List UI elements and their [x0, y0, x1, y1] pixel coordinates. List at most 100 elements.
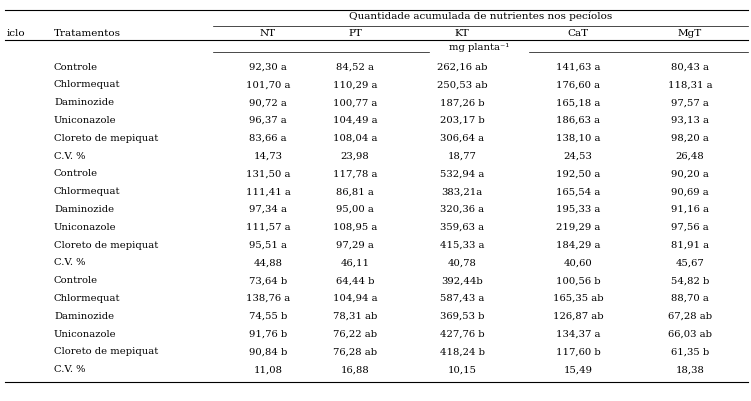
- Text: Cloreto de mepiquat: Cloreto de mepiquat: [54, 241, 158, 249]
- Text: 76,28 ab: 76,28 ab: [333, 347, 377, 356]
- Text: NT: NT: [260, 28, 276, 38]
- Text: 97,34 a: 97,34 a: [249, 205, 287, 214]
- Text: Uniconazole: Uniconazole: [54, 330, 116, 338]
- Text: 186,63 a: 186,63 a: [556, 116, 600, 125]
- Text: 97,56 a: 97,56 a: [671, 223, 709, 232]
- Text: 359,63 a: 359,63 a: [440, 223, 484, 232]
- Text: 108,04 a: 108,04 a: [333, 134, 377, 143]
- Text: Chlormequat: Chlormequat: [54, 294, 120, 303]
- Text: 88,70 a: 88,70 a: [671, 294, 709, 303]
- Text: 131,50 a: 131,50 a: [246, 169, 290, 178]
- Text: PT: PT: [348, 28, 362, 38]
- Text: 18,38: 18,38: [676, 365, 704, 374]
- Text: 306,64 a: 306,64 a: [440, 134, 484, 143]
- Text: 46,11: 46,11: [340, 258, 369, 267]
- Text: MgT: MgT: [678, 28, 702, 38]
- Text: 90,20 a: 90,20 a: [671, 169, 709, 178]
- Text: 83,66 a: 83,66 a: [249, 134, 287, 143]
- Text: 80,43 a: 80,43 a: [671, 63, 709, 72]
- Text: 195,33 a: 195,33 a: [556, 205, 600, 214]
- Text: Uniconazole: Uniconazole: [54, 223, 116, 232]
- Text: 81,91 a: 81,91 a: [671, 241, 709, 249]
- Text: 74,55 b: 74,55 b: [249, 312, 287, 321]
- Text: 90,84 b: 90,84 b: [249, 347, 287, 356]
- Text: 262,16 ab: 262,16 ab: [437, 63, 487, 72]
- Text: Controle: Controle: [54, 169, 98, 178]
- Text: 45,67: 45,67: [676, 258, 704, 267]
- Text: Tratamentos: Tratamentos: [54, 28, 121, 38]
- Text: 117,60 b: 117,60 b: [556, 347, 600, 356]
- Text: 415,33 a: 415,33 a: [440, 241, 484, 249]
- Text: Daminozide: Daminozide: [54, 98, 114, 107]
- Text: 73,64 b: 73,64 b: [249, 276, 287, 285]
- Text: Cloreto de mepiquat: Cloreto de mepiquat: [54, 347, 158, 356]
- Text: 138,10 a: 138,10 a: [556, 134, 600, 143]
- Text: 98,20 a: 98,20 a: [671, 134, 709, 143]
- Text: 117,78 a: 117,78 a: [333, 169, 377, 178]
- Text: 104,49 a: 104,49 a: [333, 116, 377, 125]
- Text: 23,98: 23,98: [341, 152, 369, 161]
- Text: 118,31 a: 118,31 a: [668, 81, 712, 89]
- Text: Controle: Controle: [54, 276, 98, 285]
- Text: 320,36 a: 320,36 a: [440, 205, 484, 214]
- Text: 92,30 a: 92,30 a: [249, 63, 287, 72]
- Text: 96,37 a: 96,37 a: [249, 116, 287, 125]
- Text: 66,03 ab: 66,03 ab: [668, 330, 712, 338]
- Text: 532,94 a: 532,94 a: [440, 169, 484, 178]
- Text: 108,95 a: 108,95 a: [333, 223, 377, 232]
- Text: 78,31 ab: 78,31 ab: [333, 312, 377, 321]
- Text: C.V. %: C.V. %: [54, 258, 86, 267]
- Text: 67,28 ab: 67,28 ab: [668, 312, 712, 321]
- Text: 111,41 a: 111,41 a: [246, 187, 291, 196]
- Text: 90,72 a: 90,72 a: [249, 98, 287, 107]
- Text: Chlormequat: Chlormequat: [54, 187, 120, 196]
- Text: 97,57 a: 97,57 a: [671, 98, 709, 107]
- Text: 110,29 a: 110,29 a: [333, 81, 377, 89]
- Text: 203,17 b: 203,17 b: [439, 116, 484, 125]
- Text: 587,43 a: 587,43 a: [440, 294, 484, 303]
- Text: 104,94 a: 104,94 a: [333, 294, 377, 303]
- Text: 219,29 a: 219,29 a: [556, 223, 600, 232]
- Text: 44,88: 44,88: [254, 258, 282, 267]
- Text: Quantidade acumulada de nutrientes nos pecíolos: Quantidade acumulada de nutrientes nos p…: [349, 11, 612, 21]
- Text: 97,29 a: 97,29 a: [336, 241, 374, 249]
- Text: 18,77: 18,77: [448, 152, 476, 161]
- Text: 54,82 b: 54,82 b: [671, 276, 709, 285]
- Text: 76,22 ab: 76,22 ab: [333, 330, 377, 338]
- Text: 26,48: 26,48: [676, 152, 704, 161]
- Text: 383,21a: 383,21a: [442, 187, 483, 196]
- Text: 10,15: 10,15: [448, 365, 476, 374]
- Text: 64,44 b: 64,44 b: [336, 276, 374, 285]
- Text: 100,56 b: 100,56 b: [556, 276, 600, 285]
- Text: C.V. %: C.V. %: [54, 365, 86, 374]
- Text: 95,00 a: 95,00 a: [336, 205, 374, 214]
- Text: C.V. %: C.V. %: [54, 152, 86, 161]
- Text: 165,35 ab: 165,35 ab: [553, 294, 603, 303]
- Text: 84,52 a: 84,52 a: [336, 63, 374, 72]
- Text: 369,53 b: 369,53 b: [440, 312, 484, 321]
- Text: 418,24 b: 418,24 b: [439, 347, 484, 356]
- Text: mg planta⁻¹: mg planta⁻¹: [449, 43, 509, 53]
- Text: 134,37 a: 134,37 a: [556, 330, 600, 338]
- Text: 126,87 ab: 126,87 ab: [553, 312, 603, 321]
- Text: 93,13 a: 93,13 a: [671, 116, 709, 125]
- Text: 250,53 ab: 250,53 ab: [436, 81, 487, 89]
- Text: 176,60 a: 176,60 a: [556, 81, 600, 89]
- Text: KT: KT: [454, 28, 469, 38]
- Text: 101,70 a: 101,70 a: [246, 81, 290, 89]
- Text: 40,78: 40,78: [448, 258, 476, 267]
- Text: 95,51 a: 95,51 a: [249, 241, 287, 249]
- Text: 138,76 a: 138,76 a: [246, 294, 290, 303]
- Text: 14,73: 14,73: [254, 152, 282, 161]
- Text: 86,81 a: 86,81 a: [336, 187, 374, 196]
- Text: 392,44b: 392,44b: [441, 276, 483, 285]
- Text: Daminozide: Daminozide: [54, 205, 114, 214]
- Text: 16,88: 16,88: [341, 365, 369, 374]
- Text: Daminozide: Daminozide: [54, 312, 114, 321]
- Text: 91,16 a: 91,16 a: [671, 205, 709, 214]
- Text: Uniconazole: Uniconazole: [54, 116, 116, 125]
- Text: 61,35 b: 61,35 b: [671, 347, 709, 356]
- Text: 427,76 b: 427,76 b: [439, 330, 484, 338]
- Text: 11,08: 11,08: [254, 365, 282, 374]
- Text: 187,26 b: 187,26 b: [439, 98, 484, 107]
